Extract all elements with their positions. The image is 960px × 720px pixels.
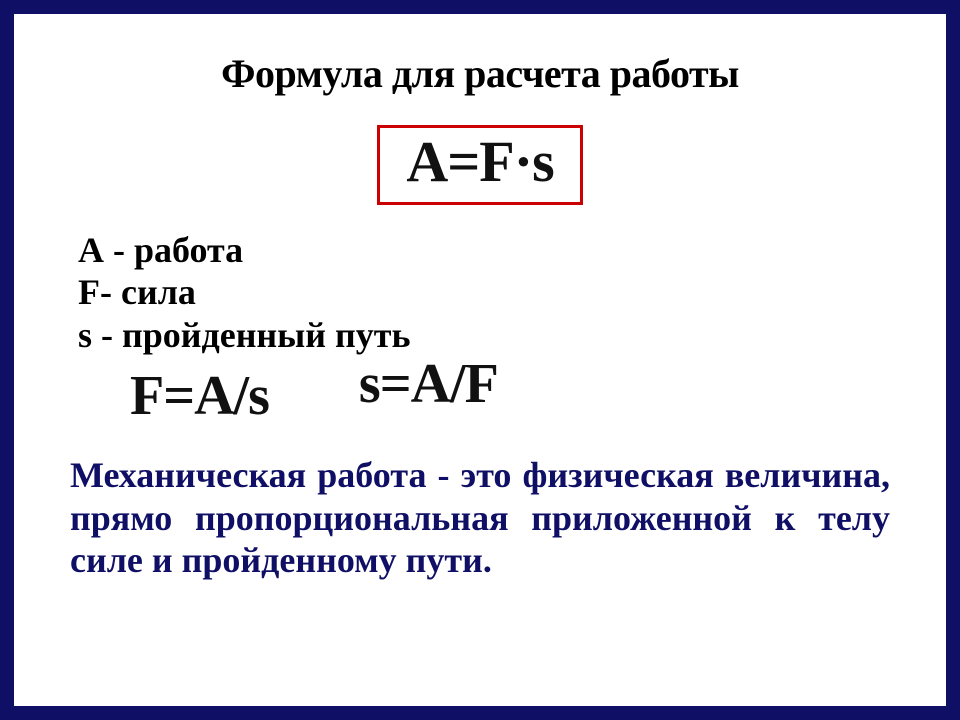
definitions-block: А - работа F- сила s - пройденный путь	[78, 229, 890, 356]
formula-F: F=A/s	[130, 364, 269, 430]
main-formula-box: A=F·s	[377, 125, 582, 205]
slide-title: Формула для расчета работы	[70, 50, 890, 97]
sub-formulas-row: F=A/s s=A/F	[70, 352, 890, 430]
definition-F: F- сила	[78, 271, 890, 313]
definition-A: А - работа	[78, 229, 890, 271]
slide-frame: Формула для расчета работы A=F·s А - раб…	[0, 0, 960, 720]
main-formula-row: A=F·s	[70, 125, 890, 205]
formula-s: s=A/F	[359, 352, 498, 416]
definition-s: s - пройденный путь	[78, 314, 890, 356]
summary-paragraph: Механическая работа - это физическая вел…	[70, 454, 890, 581]
